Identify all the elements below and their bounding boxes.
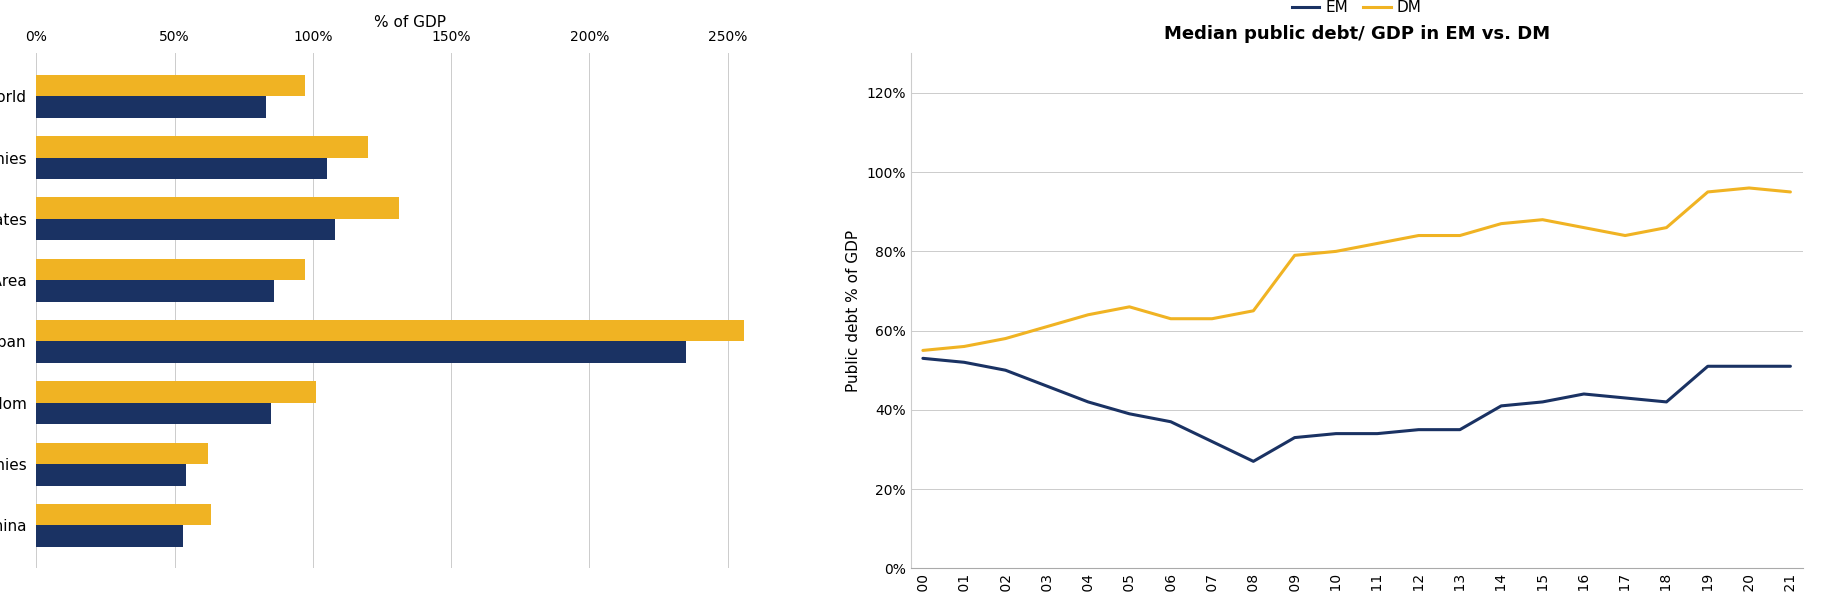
DM <box>994 335 1016 342</box>
Bar <box>36 403 271 424</box>
Line: EM: EM <box>923 358 1790 461</box>
DM <box>1739 185 1761 192</box>
Title: Median public debt/ GDP in EM vs. DM: Median public debt/ GDP in EM vs. DM <box>1164 25 1550 43</box>
EM <box>1326 430 1348 437</box>
EM <box>1408 426 1429 433</box>
Bar <box>36 157 326 179</box>
Legend: EM, DM: EM, DM <box>1286 0 1428 21</box>
EM <box>1613 394 1635 401</box>
DM <box>1655 224 1677 231</box>
EM <box>1242 458 1264 465</box>
EM <box>1202 438 1224 445</box>
X-axis label: % of GDP: % of GDP <box>373 15 446 30</box>
DM <box>912 347 934 354</box>
EM <box>1284 434 1306 441</box>
Bar <box>36 259 304 280</box>
EM <box>1490 403 1511 410</box>
EM <box>1697 363 1719 370</box>
DM <box>1202 315 1224 322</box>
DM <box>1036 323 1058 330</box>
Bar <box>36 320 745 342</box>
DM <box>1779 188 1801 195</box>
Line: DM: DM <box>923 188 1790 350</box>
Bar <box>36 197 399 219</box>
EM <box>1531 398 1553 406</box>
EM <box>1739 363 1761 370</box>
EM <box>1118 410 1140 417</box>
Bar <box>36 75 304 96</box>
EM <box>1779 363 1801 370</box>
EM <box>1078 398 1100 406</box>
EM <box>1655 398 1677 406</box>
Bar <box>36 136 368 157</box>
DM <box>1242 307 1264 314</box>
EM <box>994 366 1016 374</box>
DM <box>1160 315 1182 322</box>
DM <box>1326 248 1348 255</box>
EM <box>1573 391 1595 398</box>
EM <box>1366 430 1388 437</box>
EM <box>1036 382 1058 390</box>
Bar <box>36 526 182 547</box>
Bar <box>36 96 266 118</box>
DM <box>1366 240 1388 247</box>
Bar <box>36 342 687 363</box>
DM <box>1531 216 1553 223</box>
EM <box>1450 426 1471 433</box>
Bar <box>36 381 315 403</box>
EM <box>1160 418 1182 425</box>
DM <box>1450 232 1471 239</box>
Bar <box>36 464 186 485</box>
Bar <box>36 219 335 240</box>
DM <box>1613 232 1635 239</box>
Bar <box>36 504 211 526</box>
EM <box>952 359 974 366</box>
Bar <box>36 280 275 301</box>
DM <box>1573 224 1595 231</box>
DM <box>1284 252 1306 259</box>
DM <box>952 343 974 350</box>
EM <box>912 355 934 362</box>
DM <box>1118 303 1140 310</box>
DM <box>1078 311 1100 318</box>
Bar <box>36 443 208 464</box>
DM <box>1408 232 1429 239</box>
DM <box>1490 220 1511 227</box>
Y-axis label: Public debt % of GDP: Public debt % of GDP <box>845 230 861 392</box>
DM <box>1697 188 1719 195</box>
